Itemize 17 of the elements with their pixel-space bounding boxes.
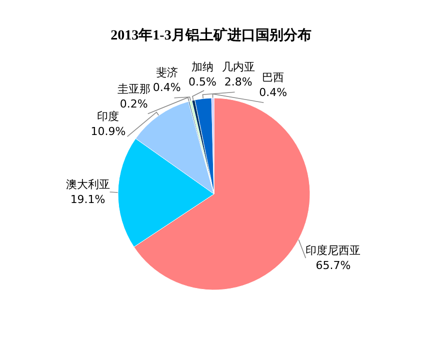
data-label: 0.5%	[188, 75, 216, 88]
data-label: 0.4%	[152, 81, 181, 94]
data-label: 0.2%	[120, 98, 148, 111]
slice-label: 巴西	[262, 71, 284, 84]
slice-label: 斐济	[156, 66, 178, 80]
data-label: 19.1%	[70, 193, 106, 206]
slice-label: 澳大利亚	[66, 178, 110, 192]
slice-label: 印度	[97, 110, 120, 123]
data-label: 10.9%	[90, 124, 126, 138]
data-label: 0.4%	[259, 86, 288, 100]
slice-label: 几内亚	[222, 60, 255, 74]
chart-title: 2013年1-3月铝土矿进口国别分布	[110, 26, 312, 44]
slice-label: 圭亚那	[117, 82, 150, 96]
slice-label: 印度尼西亚	[306, 244, 361, 258]
slice-label: 加纳	[192, 60, 214, 74]
data-label: 2.8%	[224, 75, 252, 88]
data-label: 65.7%	[316, 259, 351, 272]
